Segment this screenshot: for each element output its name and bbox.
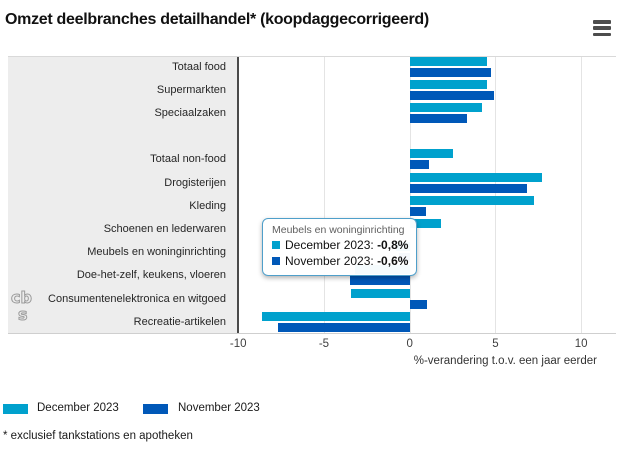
gridline [409,57,411,333]
gridline [581,57,583,333]
legend-swatch-december-2023[interactable] [3,404,28,414]
category-label-speciaalzaken: Speciaalzaken [154,106,226,119]
tooltip: Meubels en woninginrichting December 202… [262,218,417,276]
x-tick-label: -5 [318,338,330,350]
tooltip-november-value: -0,6% [377,254,409,268]
gridline [323,57,325,333]
bar-speciaalzaken-december-2023[interactable] [410,102,483,112]
hamburger-icon [593,32,611,37]
category-label-drogisterijen: Drogisterijen [164,176,226,189]
plot-bottom-border [8,333,616,334]
x-tick-label: 5 [492,338,499,350]
category-label-meubels-en-woninginrichting: Meubels en woninginrichting [87,246,226,259]
gridline [495,57,497,333]
hamburger-icon [593,20,611,24]
cbs-logo-text: s [18,305,28,324]
bar-recreatie-artikelen-november-2023[interactable] [277,322,410,332]
category-label-kleding: Kleding [189,199,226,212]
tooltip-november-label: November 2023: [285,254,378,268]
tooltip-row-november: November 2023: -0,6% [272,253,410,269]
bar-totaal-non-food-november-2023[interactable] [410,160,430,170]
tooltip-row-december: December 2023: -0,8% [272,237,410,253]
x-tick-label: 10 [574,338,588,350]
category-label-supermarkten: Supermarkten [156,83,226,96]
chart-title: Omzet deelbranches detailhandel* (koopda… [5,11,429,28]
y-axis-line [237,57,239,333]
bar-consumentenelektronica-en-witgoed-november-2023[interactable] [410,299,428,309]
category-label-schoenen-en-lederwaren: Schoenen en lederwaren [103,222,226,235]
tooltip-december-label: December 2023: [285,238,378,252]
bar-kleding-november-2023[interactable] [410,206,426,216]
cbs-logo: cb s [11,288,33,325]
bar-kleding-december-2023[interactable] [410,195,534,205]
bar-supermarkten-december-2023[interactable] [410,79,488,89]
hamburger-icon [593,26,611,30]
x-tick-label: 0 [406,338,413,350]
bar-drogisterijen-november-2023[interactable] [410,183,527,193]
legend-swatch-november-2023[interactable] [143,404,168,414]
x-tick-label: -10 [229,338,247,350]
category-label-totaal-food: Totaal food [172,60,226,73]
footnote: * exclusief tankstations en apotheken [3,430,193,442]
legend-label-november-2023[interactable]: November 2023 [178,402,260,414]
november-2023-swatch-icon [272,257,280,265]
tooltip-december-value: -0,8% [377,238,409,252]
category-label-doe-het-zelf-keukens-vloeren: Doe-het-zelf, keukens, vloeren [76,269,226,282]
bar-doe-het-zelf-keukens-vloeren-november-2023[interactable] [349,276,410,286]
tooltip-category: Meubels en woninginrichting [272,224,405,236]
december-2023-swatch-icon [272,241,280,249]
bar-supermarkten-november-2023[interactable] [410,90,495,100]
plot-top-border [8,56,616,57]
bar-totaal-food-december-2023[interactable] [410,56,488,66]
bar-speciaalzaken-november-2023[interactable] [410,113,467,123]
bar-totaal-non-food-december-2023[interactable] [410,149,454,159]
bar-drogisterijen-december-2023[interactable] [410,172,543,182]
legend-label-december-2023[interactable]: December 2023 [37,402,119,414]
menu-button[interactable] [593,20,613,38]
bar-recreatie-artikelen-december-2023[interactable] [262,311,410,321]
x-axis-title: %-verandering t.o.v. een jaar eerder [413,355,597,367]
bar-totaal-food-november-2023[interactable] [410,67,491,77]
bar-consumentenelektronica-en-witgoed-december-2023[interactable] [351,288,410,298]
category-label-totaal-non-food: Totaal non-food [150,153,226,166]
